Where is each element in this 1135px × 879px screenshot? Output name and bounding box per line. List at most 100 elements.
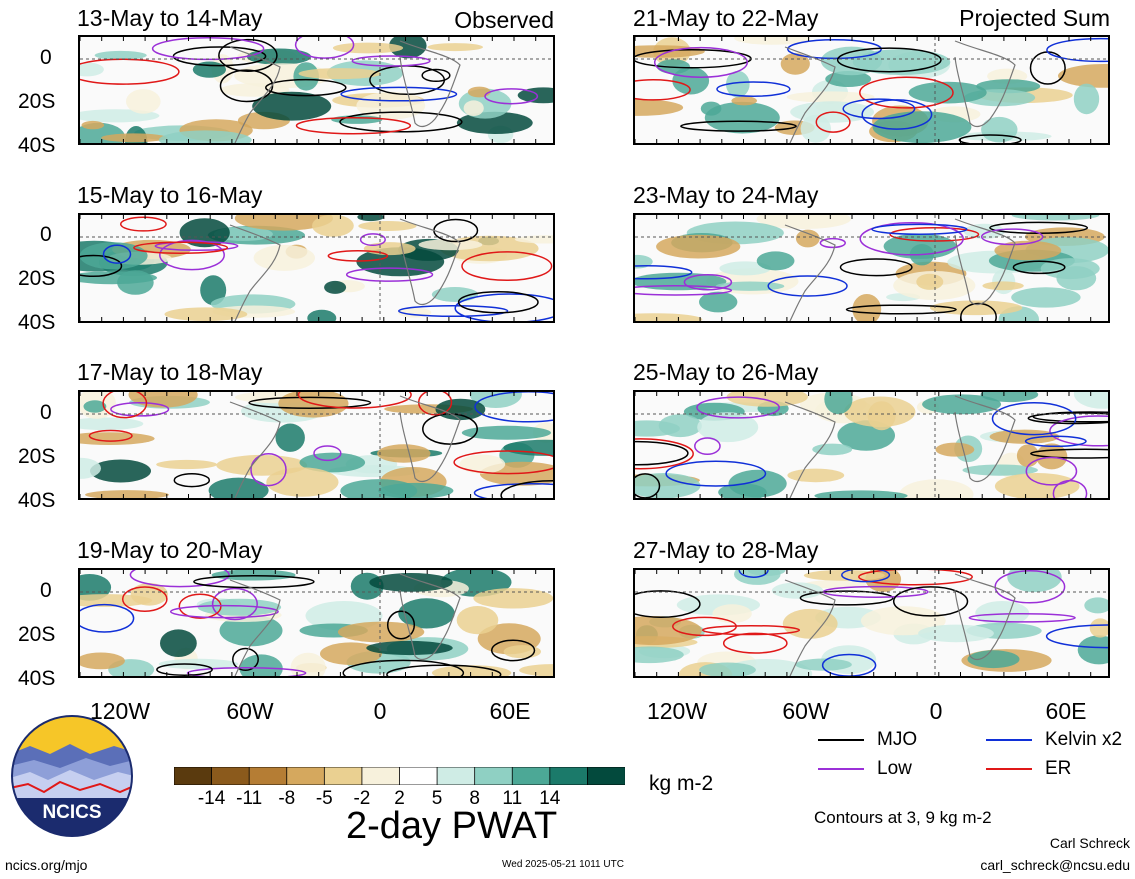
pwat-anomaly-area <box>197 598 282 616</box>
wave-contour <box>1046 37 1108 63</box>
wave-contour <box>248 396 372 409</box>
wave-contour <box>1049 415 1108 447</box>
pwat-anomaly-area <box>503 645 541 659</box>
lon-label-left-60e: 60E <box>489 698 531 724</box>
pwat-anomaly-area <box>719 261 771 276</box>
pwat-anomaly-area <box>200 275 227 306</box>
pwat-anomaly-area <box>418 239 483 251</box>
wave-contour <box>871 223 968 235</box>
ncics-logo: NCICS <box>10 714 134 838</box>
pwat-anomaly-area <box>90 459 151 483</box>
wave-contour <box>815 111 851 133</box>
pwat-anomaly-area <box>814 490 908 498</box>
wave-contour <box>1025 456 1078 486</box>
pwat-anomaly-area <box>812 443 853 456</box>
legend-label-low: Low <box>877 758 912 779</box>
ncics-logo-text: NCICS <box>42 802 101 823</box>
observed-label: Observed <box>454 7 554 33</box>
wave-contour <box>186 667 307 676</box>
legend-line-mjo <box>818 739 864 741</box>
pwat-anomaly-area <box>366 640 453 656</box>
wave-contour <box>500 480 553 498</box>
wave-contour <box>701 624 801 636</box>
pwat-anomaly-area <box>156 459 217 470</box>
lat-label-p1-0: 0 <box>40 46 52 69</box>
wave-contour <box>294 37 355 59</box>
pwat-anomaly-area <box>1011 287 1081 308</box>
wave-contour <box>473 482 553 498</box>
pwat-anomaly-area <box>699 291 738 313</box>
colorbar-tick-8: 8 <box>469 788 480 809</box>
wave-contour <box>345 267 434 282</box>
pwat-anomaly-area <box>963 223 1005 239</box>
pwat-anomaly-area <box>340 479 418 498</box>
wave-contour <box>821 653 877 676</box>
map-field <box>80 392 553 498</box>
map-panel-right-3 <box>633 390 1110 500</box>
colorbar <box>173 766 626 786</box>
map-field <box>635 37 1108 143</box>
pwat-anomaly-area <box>459 454 506 474</box>
pwat-anomaly-area <box>431 665 512 676</box>
wave-contour <box>1032 411 1108 423</box>
pwat-anomaly-area <box>94 50 147 60</box>
wave-contour <box>342 659 465 676</box>
pwat-anomaly-area <box>803 570 885 581</box>
pwat-anomaly-area <box>715 281 785 291</box>
pwat-anomaly-area <box>656 234 741 259</box>
pwat-anomaly-area <box>252 91 332 121</box>
wave-contour <box>980 228 1044 246</box>
pwat-anomaly-area <box>1073 83 1100 115</box>
pwat-anomaly-area <box>635 313 703 321</box>
map-panel-left-1 <box>78 35 555 145</box>
map-field <box>635 392 1108 498</box>
wave-contour <box>339 111 463 133</box>
pwat-anomaly-area <box>728 469 787 498</box>
wave-contour <box>173 473 211 488</box>
pwat-anomaly-area <box>1084 597 1108 614</box>
pwat-anomaly-area <box>83 400 107 413</box>
lat-label-p2-40s: 40S <box>18 311 56 334</box>
coastline <box>229 401 281 498</box>
wave-contour <box>787 39 882 60</box>
map-panel-right-1 <box>633 35 1110 145</box>
wave-contour <box>696 396 780 419</box>
wave-contour <box>1024 435 1087 448</box>
wave-contour <box>716 81 791 97</box>
pwat-anomaly-area <box>358 221 417 231</box>
footer-url: ncics.org/mjo <box>5 857 88 873</box>
map-field <box>80 215 553 321</box>
wave-contour <box>889 227 980 242</box>
panel-title-right-4: 27-May to 28-May <box>633 537 819 563</box>
coastline <box>399 573 461 661</box>
wave-contour <box>738 570 769 578</box>
coastline <box>229 46 281 143</box>
wave-contour <box>351 55 431 67</box>
coastline <box>954 218 1016 306</box>
pwat-anomaly-area <box>658 414 702 438</box>
panel-title-left-1: 13-May to 14-May <box>77 5 263 31</box>
pwat-anomaly-area <box>726 70 750 98</box>
wave-contour <box>159 239 225 271</box>
colorbar-units: kg m-2 <box>649 772 714 795</box>
colorbar-swatch <box>474 766 513 786</box>
pwat-anomaly-area <box>461 425 551 440</box>
pwat-anomaly-area <box>967 650 1020 669</box>
pwat-anomaly-area <box>312 215 354 237</box>
footer-author: Carl Schreck <box>1049 835 1130 851</box>
pwat-anomaly-area <box>922 394 1002 415</box>
legend-line-er <box>986 768 1032 770</box>
pwat-anomaly-area <box>780 53 810 75</box>
pwat-anomaly-area <box>398 598 455 629</box>
wave-contour <box>635 78 691 101</box>
colorbar-tick-6: 2 <box>394 788 405 809</box>
pwat-anomaly-area <box>81 120 105 130</box>
pwat-anomaly-area <box>872 111 972 143</box>
colorbar-swatch <box>173 766 213 786</box>
legend-label-er: ER <box>1045 758 1072 779</box>
pwat-anomaly-area <box>704 101 780 134</box>
pwat-anomaly-area <box>795 229 820 248</box>
pwat-anomaly-area <box>786 91 875 103</box>
pwat-anomaly-area <box>357 215 384 222</box>
lat-label-p3-0: 0 <box>40 401 52 424</box>
